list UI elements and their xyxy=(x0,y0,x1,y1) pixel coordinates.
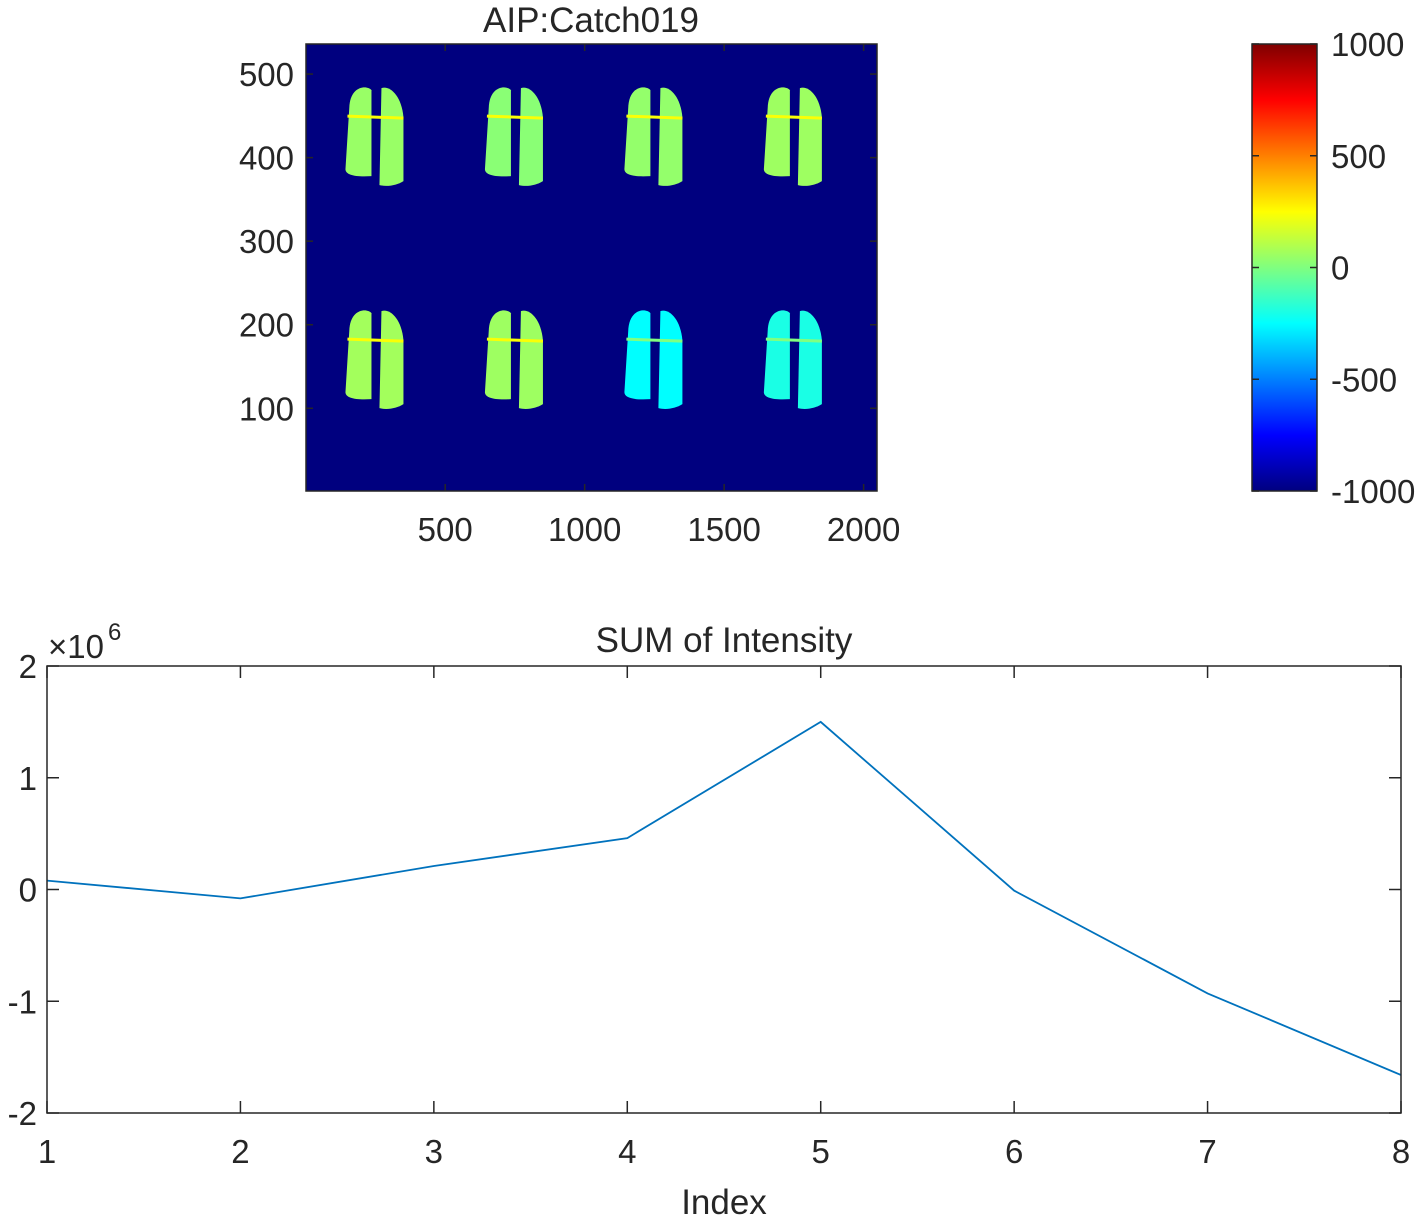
heatmap-x-tick-label: 2000 xyxy=(827,511,900,548)
heatmap-y-tick-label: 400 xyxy=(239,140,294,177)
heatmap-y-tick-label: 100 xyxy=(239,390,294,427)
lung-lobe-right xyxy=(658,87,683,186)
line-plot-area xyxy=(47,666,1401,1113)
lung-region xyxy=(345,310,404,409)
colorbar-tick-label: -500 xyxy=(1331,361,1397,398)
line-title: SUM of Intensity xyxy=(596,621,853,660)
heatmap-title: AIP:Catch019 xyxy=(483,1,699,40)
heatmap-axes: 500 1000 1500 2000 100 200 300 400 500 AIP:Catch… xyxy=(239,1,900,548)
colorbar-tick-label: -1000 xyxy=(1331,473,1415,510)
heatmap-x-tick-label: 1000 xyxy=(548,511,621,548)
lung-band xyxy=(347,337,404,343)
lung-lobe-right xyxy=(518,310,543,409)
line-y-tick-label: 0 xyxy=(19,872,37,909)
lung-lobe-left xyxy=(345,87,372,177)
line-y-tick-label: -2 xyxy=(8,1095,37,1132)
heatmap-y-tick-label: 200 xyxy=(239,307,294,344)
colorbar-tick-label: 1000 xyxy=(1331,26,1404,63)
lung-region xyxy=(624,87,683,186)
line-y-tick-label: 1 xyxy=(19,760,37,797)
lung-region xyxy=(484,87,543,186)
heatmap-y-tick-label: 500 xyxy=(239,56,294,93)
line-x-tick-label: 2 xyxy=(231,1133,249,1170)
line-x-tick-label: 7 xyxy=(1198,1133,1216,1170)
lung-band xyxy=(626,337,683,343)
x-axis-label: Index xyxy=(681,1183,767,1220)
y-exponent-power: 6 xyxy=(108,619,121,646)
line-y-tick-label: -1 xyxy=(8,983,37,1020)
lung-lobe-right xyxy=(379,310,404,409)
heatmap-frame xyxy=(305,43,878,492)
line-axes: 1 2 3 4 5 6 7 8 2 1 0 -1 -2 SUM of Intensity Index ×… xyxy=(8,619,1411,1220)
y-exponent: ×10 6 xyxy=(48,619,121,665)
lung-lobe-right xyxy=(379,87,404,186)
heatmap-y-tick-label: 300 xyxy=(239,223,294,260)
heatmap-x-tick-label: 1500 xyxy=(687,511,760,548)
line-series-sum-intensity xyxy=(46,720,1402,1076)
heatmap-ticks: 500 1000 1500 2000 100 200 300 400 500 xyxy=(239,44,900,548)
y-exponent-base: ×10 xyxy=(48,628,104,665)
lung-band xyxy=(486,114,543,120)
line-x-tick-label: 5 xyxy=(812,1133,830,1170)
heatmap-x-tick-label: 500 xyxy=(418,511,473,548)
lung-lobe-right xyxy=(797,87,822,186)
lung-lobe-left xyxy=(484,87,511,177)
lung-lobe-left xyxy=(763,310,790,400)
colorbar-tick-label: 500 xyxy=(1331,138,1386,175)
line-x-tick-label: 8 xyxy=(1392,1133,1410,1170)
colorbar-gradient xyxy=(1251,43,1318,492)
lung-band xyxy=(765,337,822,343)
lung-lobe-left xyxy=(484,310,511,400)
line-x-tick-label: 4 xyxy=(618,1133,636,1170)
lung-band xyxy=(765,114,822,120)
line-frame xyxy=(46,665,1402,1114)
lung-region xyxy=(624,310,683,409)
lung-region xyxy=(763,310,822,409)
lung-band xyxy=(626,114,683,120)
line-x-tick-label: 6 xyxy=(1005,1133,1023,1170)
lung-lobe-left xyxy=(624,87,651,177)
colorbar-ticks: 1000 500 0 -500 -1000 xyxy=(1252,26,1415,510)
lung-lobe-left xyxy=(624,310,651,400)
line-x-tick-label: 3 xyxy=(425,1133,443,1170)
heatmap-regions xyxy=(345,87,822,409)
lung-band xyxy=(347,114,404,120)
line-y-tick-label: 2 xyxy=(19,648,37,685)
lung-lobe-left xyxy=(345,310,372,400)
lung-region xyxy=(763,87,822,186)
colorbar-tick-label: 0 xyxy=(1331,250,1349,287)
lung-lobe-left xyxy=(763,87,790,177)
lung-region xyxy=(484,310,543,409)
lung-lobe-right xyxy=(797,310,822,409)
colorbar: 1000 500 0 -500 -1000 xyxy=(1251,26,1415,510)
lung-band xyxy=(486,337,543,343)
lung-lobe-right xyxy=(658,310,683,409)
line-x-tick-label: 1 xyxy=(38,1133,56,1170)
lung-lobe-right xyxy=(518,87,543,186)
lung-region xyxy=(345,87,404,186)
